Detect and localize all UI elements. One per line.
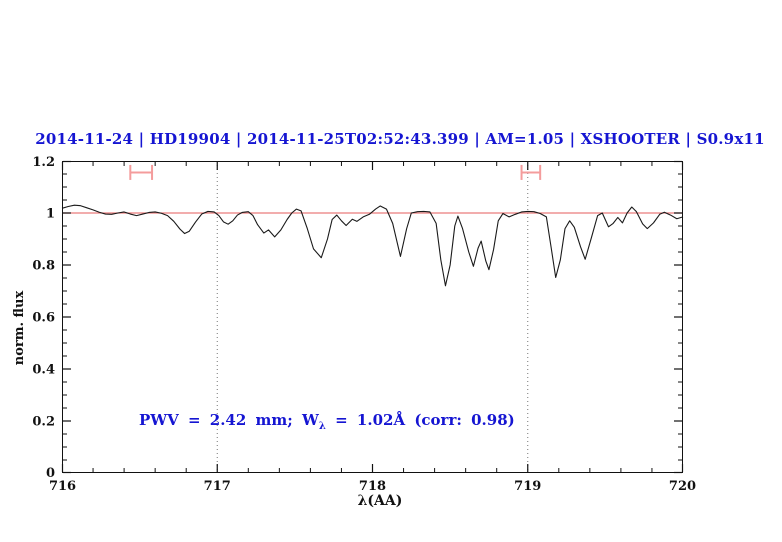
y-tick-label: 0.8 — [32, 259, 55, 274]
y-axis-label: norm. flux — [12, 290, 27, 366]
pwv-annotation-prefix: PWV = 2.42 mm; W — [139, 411, 319, 429]
y-tick-label: 1 — [46, 207, 55, 222]
y-tick-label: 0 — [46, 466, 55, 481]
lambda-subscript: λ — [318, 421, 326, 432]
pwv-annotation: PWV = 2.42 mm; Wλ = 1.02Å (corr: 0.98) — [139, 411, 515, 432]
y-tick-label: 0.4 — [32, 363, 55, 378]
x-tick-label: 716 — [49, 479, 76, 494]
plot-title: 2014-11-24 | HD19904 | 2014-11-25T02:52:… — [35, 130, 765, 148]
x-tick-label: 717 — [204, 479, 231, 494]
axes-box — [62, 161, 683, 473]
pwv-annotation-suffix: = 1.02Å (corr: 0.98) — [325, 411, 515, 429]
y-tick-label: 0.6 — [32, 311, 55, 326]
spectrum-line — [61, 204, 684, 287]
x-tick-label: 719 — [514, 479, 541, 494]
x-tick-label: 720 — [669, 479, 696, 494]
y-tick-label: 0.2 — [32, 415, 55, 430]
spectrum-plot: 716 717 718 719 720 0 0.2 0.4 0.6 0.8 1 1.2 — [32, 155, 696, 494]
y-tick-label: 1.2 — [32, 155, 55, 170]
x-tick-label: 718 — [359, 479, 386, 494]
x-axis-label: λ(AA) — [357, 493, 403, 509]
